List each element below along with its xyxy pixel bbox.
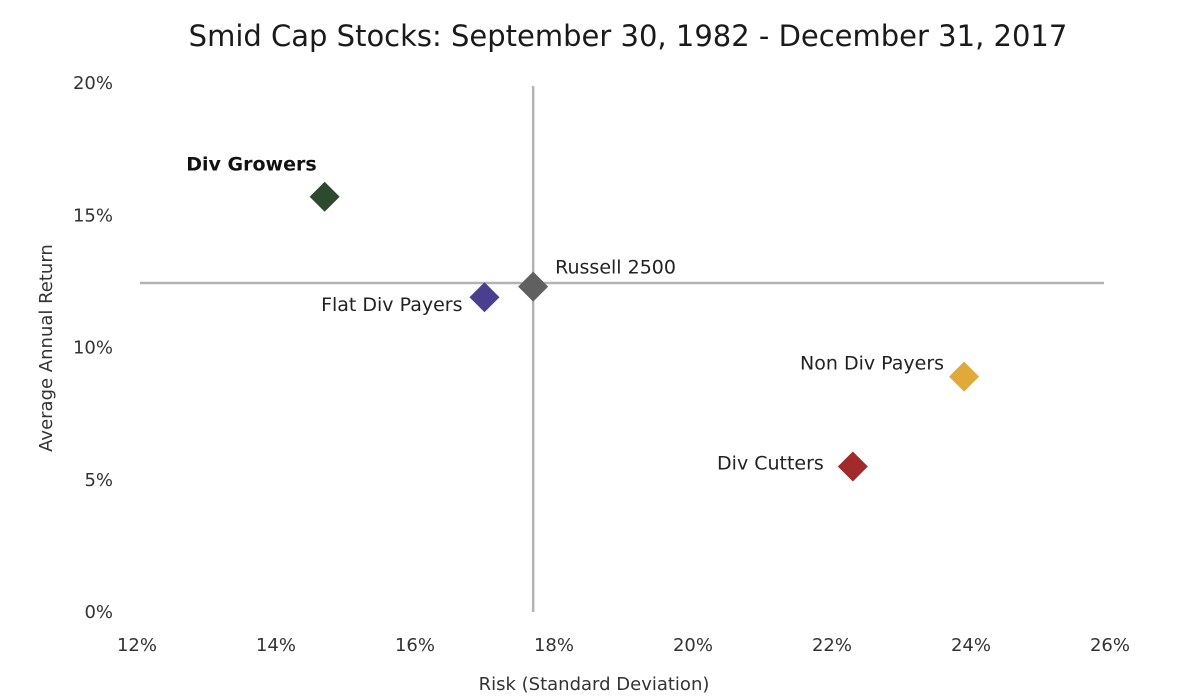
y-tick-label: 20%	[73, 73, 113, 94]
x-tick-label: 22%	[812, 635, 852, 656]
x-tick-label: 20%	[673, 635, 713, 656]
data-point-label: Div Cutters	[717, 453, 824, 475]
data-point-marker	[949, 361, 980, 392]
data-point-label: Flat Div Payers	[321, 294, 462, 316]
data-points: Div Growers Flat Div Payers Russell 2500 No…	[186, 154, 980, 482]
x-axis-label: Risk (Standard Deviation)	[479, 674, 710, 695]
data-point-label: Div Growers	[186, 154, 316, 176]
data-point-label: Russell 2500	[555, 257, 676, 279]
x-tick-label: 12%	[117, 635, 157, 656]
y-axis-label: Average Annual Return	[36, 244, 57, 452]
x-tick-label: 24%	[951, 635, 991, 656]
y-axis-ticks: 0% 5% 10% 15% 20%	[73, 73, 113, 623]
data-point-marker	[837, 451, 868, 482]
x-tick-label: 18%	[534, 635, 574, 656]
data-point-marker	[309, 181, 340, 212]
chart-title: Smid Cap Stocks: September 30, 1982 - De…	[189, 19, 1068, 53]
x-tick-label: 16%	[395, 635, 435, 656]
y-tick-label: 5%	[84, 470, 113, 491]
y-tick-label: 10%	[73, 338, 113, 359]
x-axis-ticks: 12% 14% 16% 18% 20% 22% 24% 26%	[117, 635, 1130, 656]
data-point-label: Non Div Payers	[800, 353, 944, 375]
x-tick-label: 26%	[1090, 635, 1130, 656]
x-tick-label: 14%	[256, 635, 296, 656]
y-tick-label: 0%	[84, 602, 113, 623]
data-point-marker	[518, 271, 549, 302]
reference-lines	[140, 86, 1104, 612]
y-tick-label: 15%	[73, 205, 113, 226]
data-point-marker	[469, 282, 500, 313]
